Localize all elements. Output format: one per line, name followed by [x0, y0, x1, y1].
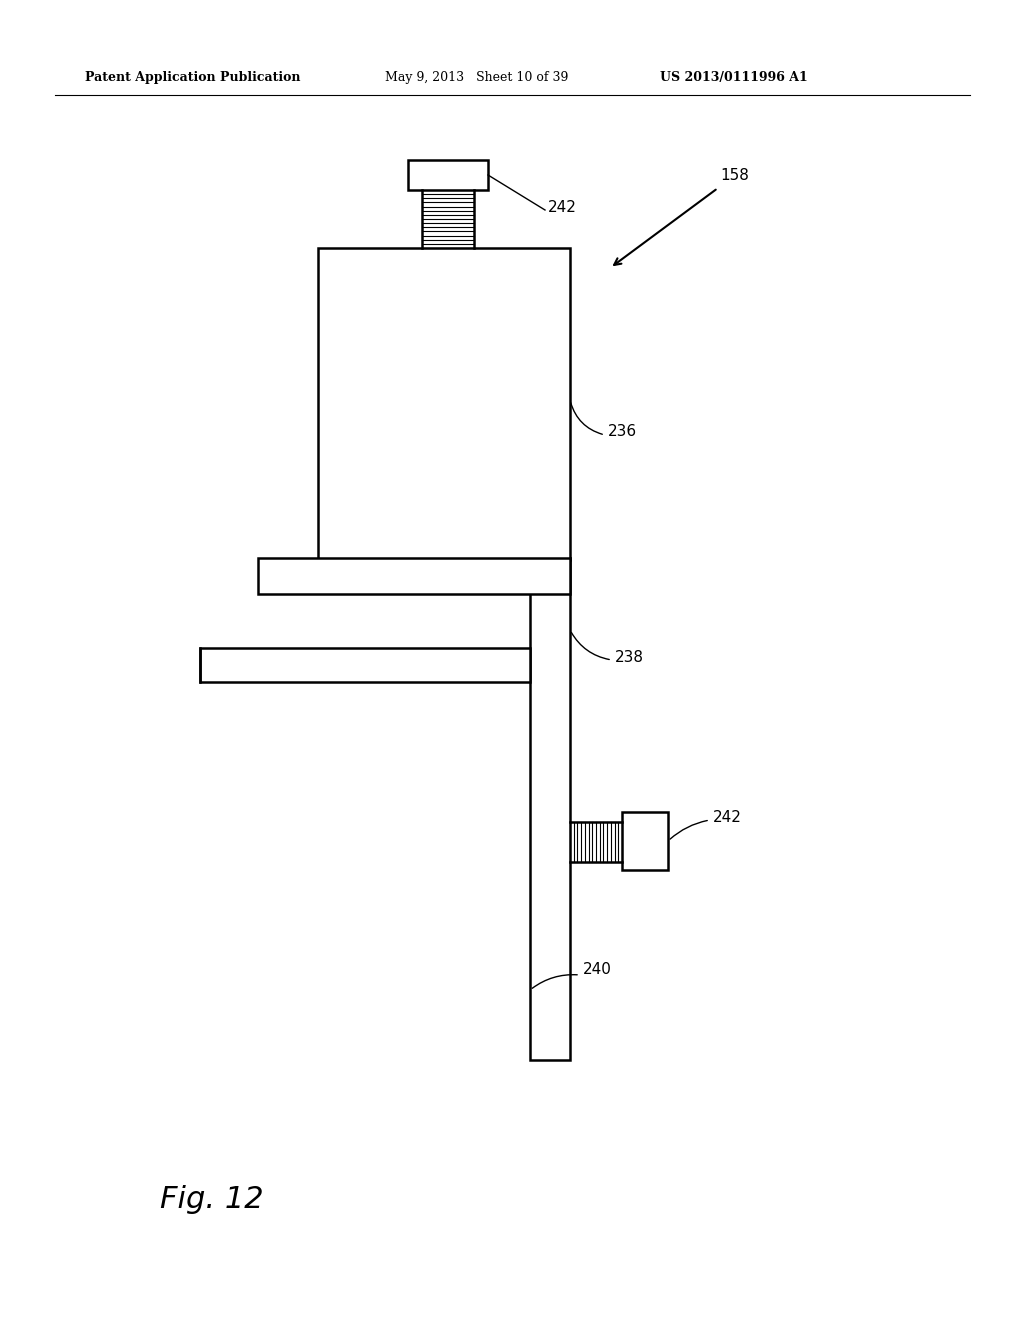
Text: US 2013/0111996 A1: US 2013/0111996 A1 — [660, 71, 808, 84]
Bar — [622, 812, 668, 870]
Text: 242: 242 — [713, 810, 741, 825]
Text: Patent Application Publication: Patent Application Publication — [85, 71, 300, 84]
Text: 240: 240 — [583, 962, 612, 978]
Bar — [318, 248, 570, 560]
Bar — [530, 558, 570, 1060]
Bar — [200, 648, 530, 682]
Text: 236: 236 — [608, 425, 637, 440]
Text: 238: 238 — [615, 651, 644, 665]
Text: 158: 158 — [720, 168, 749, 182]
Text: Fig. 12: Fig. 12 — [160, 1185, 263, 1214]
Text: May 9, 2013   Sheet 10 of 39: May 9, 2013 Sheet 10 of 39 — [385, 71, 568, 84]
Bar — [408, 160, 488, 190]
Text: 242: 242 — [548, 199, 577, 214]
Bar — [258, 558, 570, 594]
